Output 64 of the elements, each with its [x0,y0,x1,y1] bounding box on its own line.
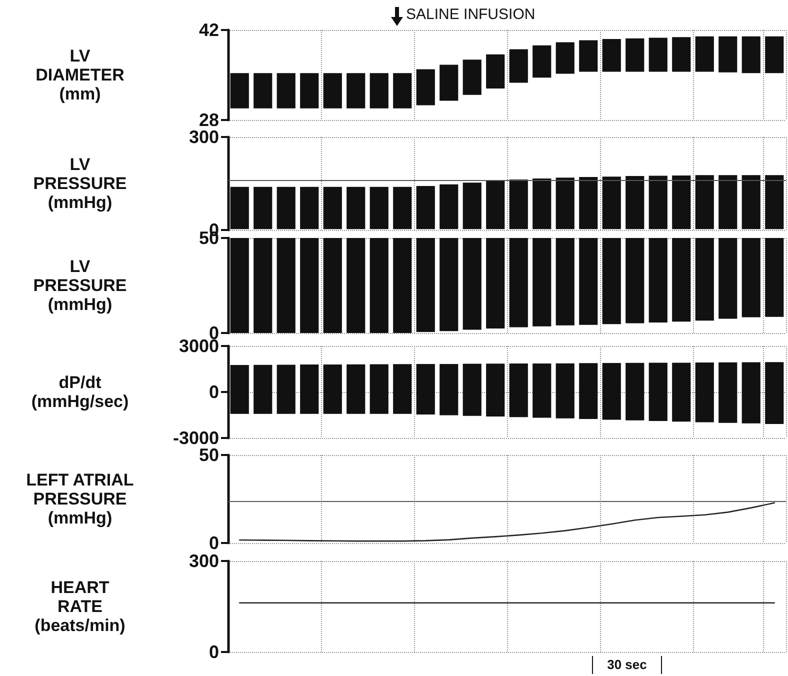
bar [672,37,691,72]
y-tick-label: -3000 [172,428,219,448]
bar [440,64,458,101]
bar [742,175,760,230]
bar [300,186,319,230]
bar [462,60,482,95]
bar [416,69,435,106]
bar [718,175,738,230]
bar [486,181,505,230]
bar [602,176,621,230]
bar [276,186,296,230]
bar [254,186,272,230]
bar [765,36,784,74]
bar [695,36,714,72]
y-tick-label: 42 [198,20,219,40]
y-tick-label: 300 [188,551,219,571]
y-tick-label: 50 [198,445,219,465]
y-tick-label: 0 [208,533,219,553]
bar [556,42,574,74]
y-axis-title: LV PRESSURE (mmHg) [33,155,127,212]
bar [416,186,435,230]
y-tick-label: 0 [208,382,219,402]
bar [393,186,412,230]
bar [346,186,366,230]
bar [626,38,644,72]
bar [579,40,598,72]
bar [370,73,388,108]
text: 30 sec [606,657,648,672]
y-tick-label: 0 [208,642,219,662]
bar [346,73,366,108]
bar [695,175,714,230]
y-axis-title: HEART RATE (beats/min) [34,578,126,635]
y-axis-title: LEFT ATRIAL PRESSURE (mmHg) [26,470,134,528]
bar [300,73,319,108]
y-axis-title: LV DIAMETER (mm) [36,46,124,104]
bar [370,186,388,230]
bar [486,54,505,88]
bar [648,38,668,72]
bar [323,73,342,108]
text: SALINE INFUSION [406,6,536,23]
bar [718,36,738,72]
bar [323,186,342,230]
bar [276,73,296,108]
bar [579,176,598,230]
y-tick-label: 300 [188,127,219,147]
bar [462,182,482,230]
bar [626,176,644,230]
y-axis-title: dP/dt (mmHg/sec) [31,373,129,411]
bar [556,178,574,230]
bar [532,45,552,78]
bar [440,184,458,230]
bar [648,176,668,230]
bar [765,175,784,230]
line-series [238,502,776,542]
bar [393,73,412,108]
bar [742,36,760,74]
bar [602,39,621,72]
bar [509,49,528,83]
bar [254,73,272,108]
y-tick-label: 28 [198,110,219,130]
bar [672,175,691,230]
y-axis-title: LV PRESSURE (mmHg) [33,257,127,314]
bar [532,178,552,230]
bar [509,179,528,230]
